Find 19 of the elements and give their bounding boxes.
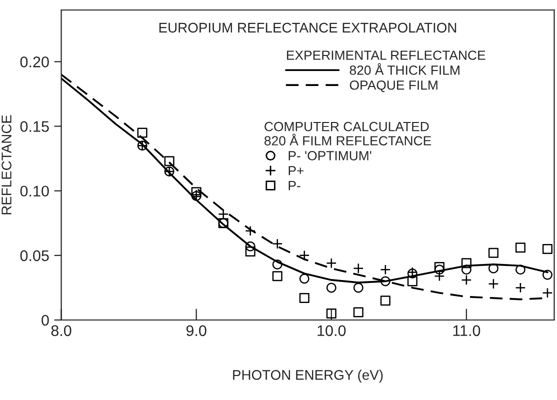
x-tick-label: 11.0 bbox=[453, 325, 480, 336]
x-tick-label: 9.0 bbox=[186, 325, 206, 336]
annotation: COMPUTER CALCULATED 820 Å FILM REFLECTANCE bbox=[264, 122, 432, 146]
x-axis-title: PHOTON ENERGY (eV) bbox=[233, 370, 383, 383]
legend-title: EXPERIMENTAL REFLECTANCE bbox=[286, 50, 486, 60]
text: EUROPIUM REFLECTANCE EXTRAPOLATION bbox=[159, 22, 456, 33]
y-tick-label: 0.15 bbox=[20, 121, 49, 132]
y-tick-label: 0.20 bbox=[20, 56, 49, 68]
legend-label: 820 Å THICK FILM bbox=[350, 63, 460, 75]
y-tick-label: 0.10 bbox=[20, 186, 49, 197]
y-axis-title: REFLECTANCE bbox=[2, 115, 12, 214]
y-tick-label: 0.05 bbox=[20, 250, 49, 262]
legend-label: P+ bbox=[288, 166, 304, 176]
x-tick-label: 8.0 bbox=[51, 325, 72, 336]
legend-label: P- 'OPTIMUM' bbox=[288, 151, 372, 160]
legend-label: P- bbox=[288, 181, 300, 190]
y-tick-label: 0 bbox=[42, 314, 49, 326]
legend-label: OPAQUE FILM bbox=[350, 80, 438, 92]
x-tick-label: 10.0 bbox=[318, 325, 346, 336]
